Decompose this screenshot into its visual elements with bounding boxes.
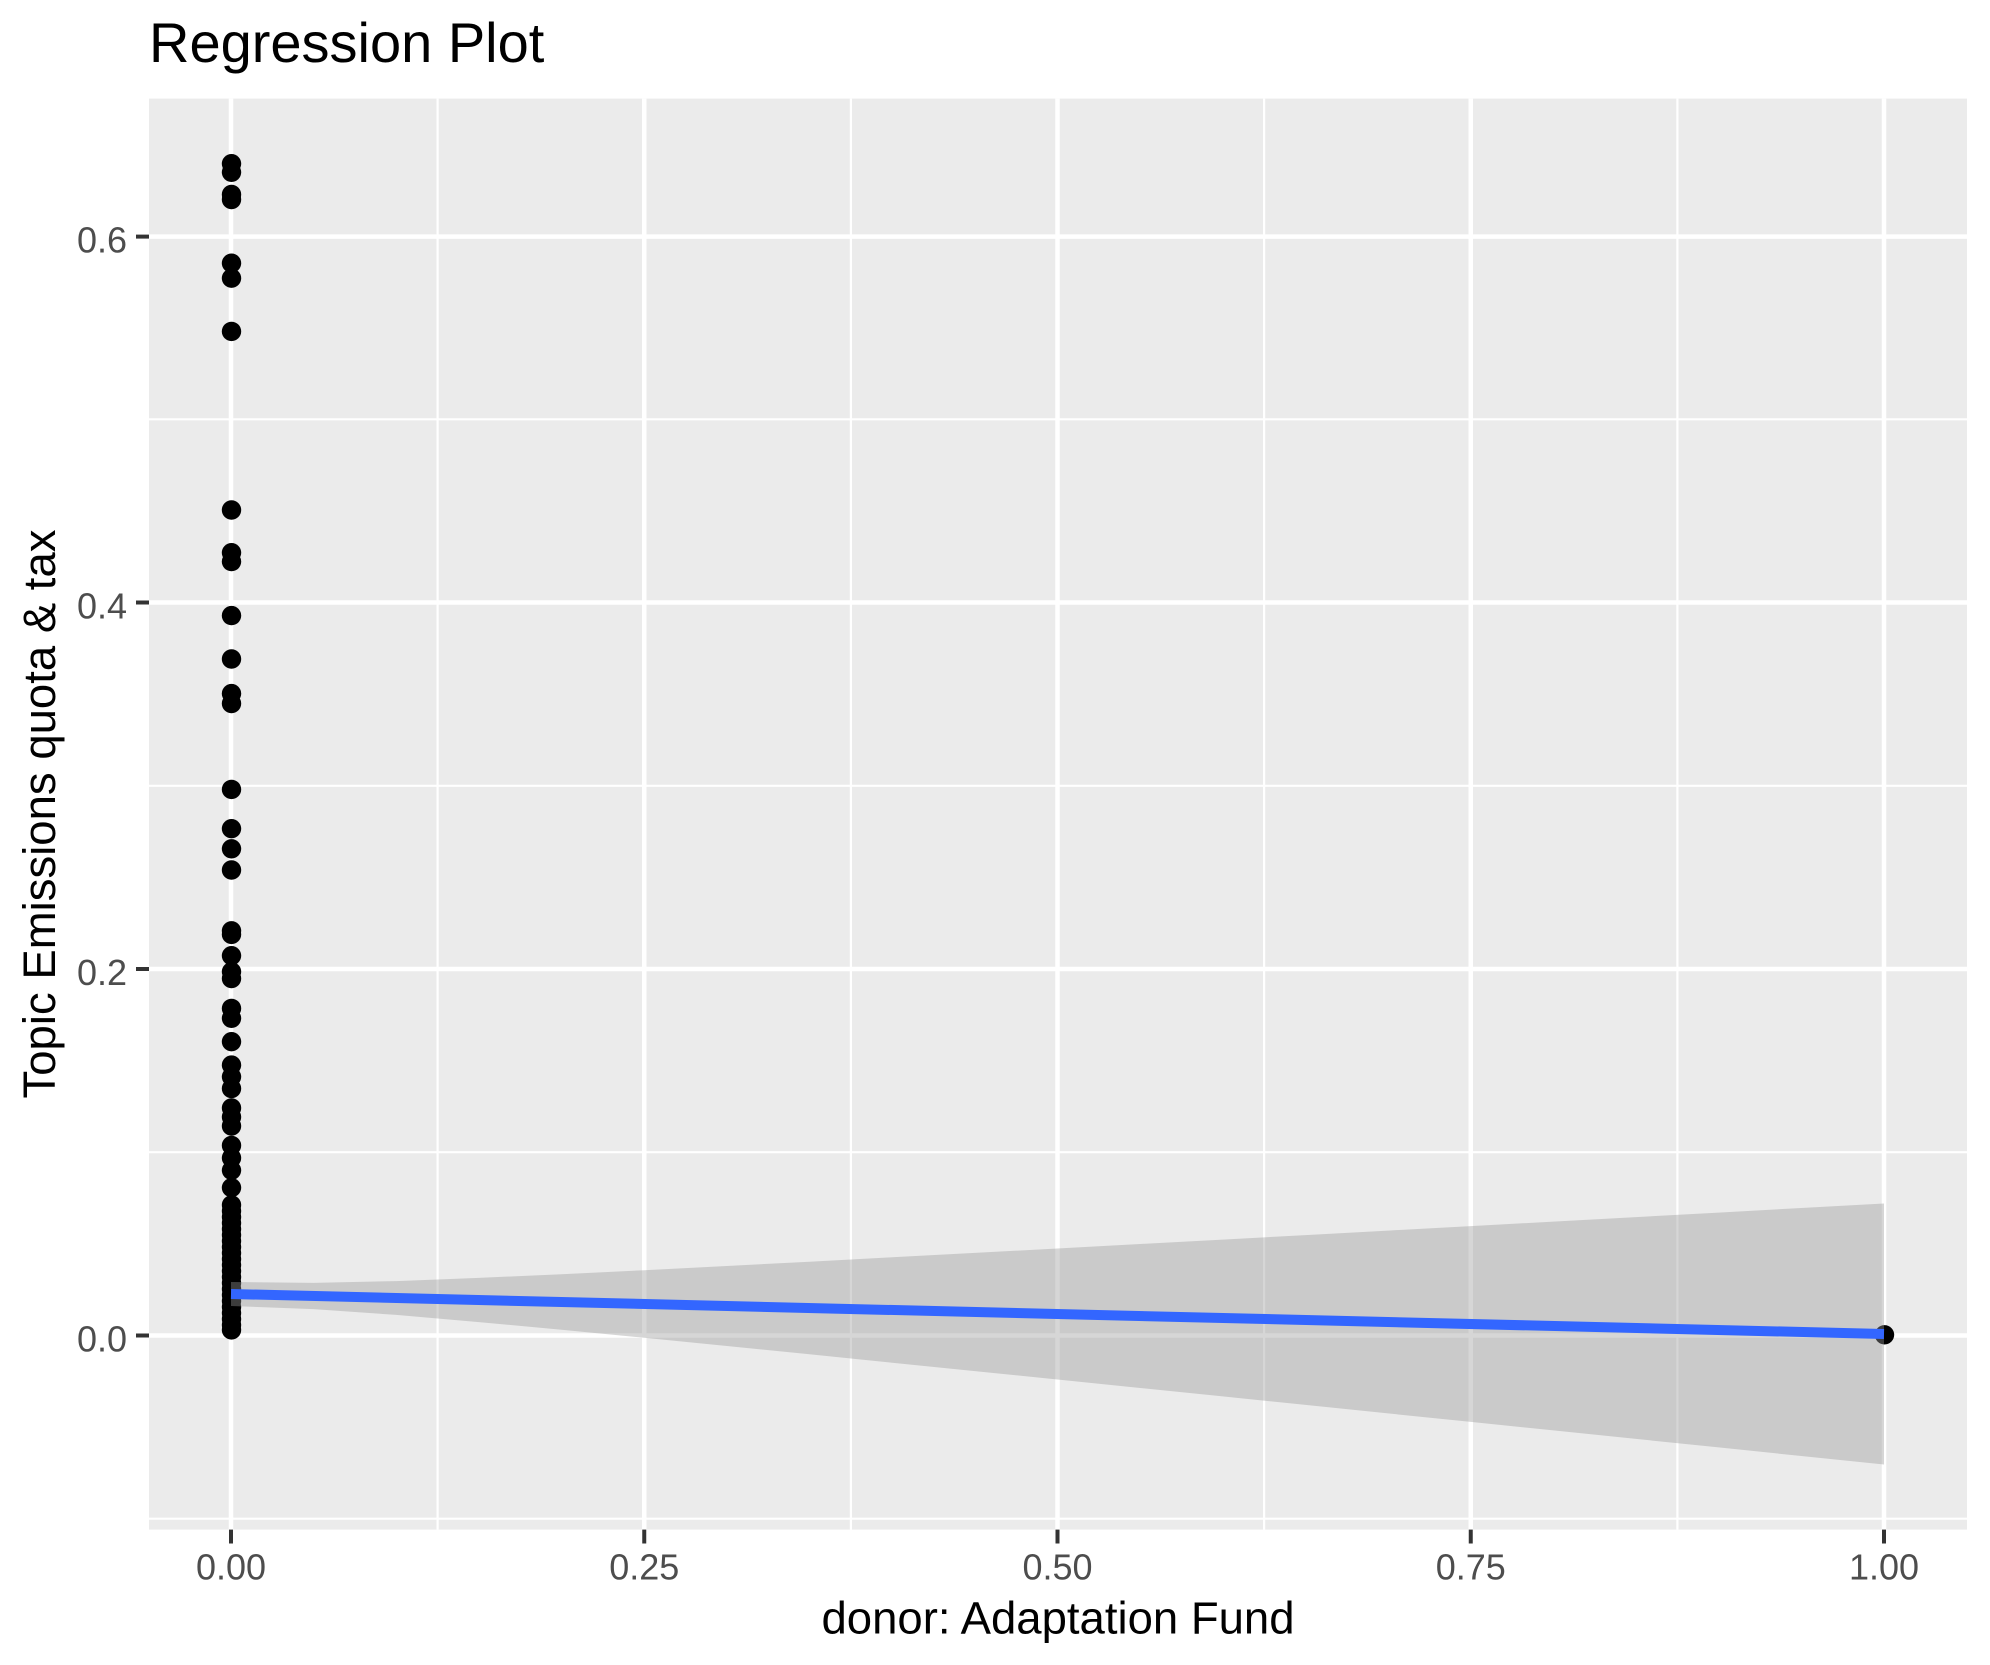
svg-text:0.4: 0.4	[77, 586, 127, 627]
svg-text:0.0: 0.0	[77, 1319, 127, 1360]
svg-text:donor: Adaptation Fund: donor: Adaptation Fund	[821, 1592, 1294, 1643]
svg-text:0.6: 0.6	[77, 220, 127, 261]
svg-text:0.50: 0.50	[1022, 1547, 1092, 1588]
svg-text:0.25: 0.25	[609, 1547, 679, 1588]
svg-text:1.00: 1.00	[1849, 1547, 1919, 1588]
svg-text:0.00: 0.00	[196, 1547, 266, 1588]
svg-text:Regression Plot: Regression Plot	[149, 11, 545, 74]
svg-text:Topic Emissions quota & tax: Topic Emissions quota & tax	[14, 529, 65, 1098]
svg-text:0.75: 0.75	[1436, 1547, 1506, 1588]
svg-text:0.2: 0.2	[77, 952, 127, 993]
